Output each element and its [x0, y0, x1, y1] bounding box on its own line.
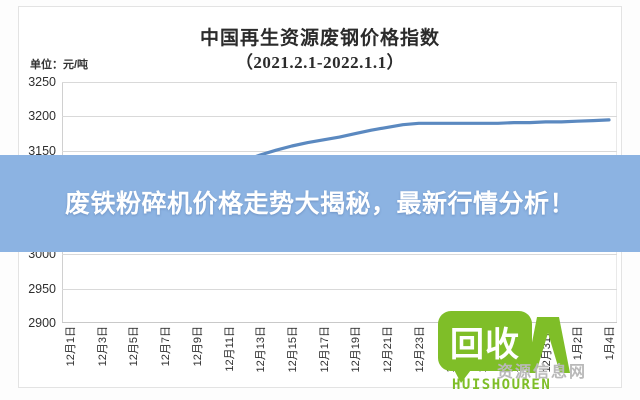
x-axis-tick: 12月9日: [191, 326, 204, 367]
logo-person-icon: [526, 317, 570, 373]
chart-title: 中国再生资源废钢价格指数: [199, 28, 440, 49]
x-axis-tick: 12月3日: [96, 326, 109, 367]
logo-speech-bubble-icon: [438, 311, 532, 371]
axis-unit-label: 单位：元/吨: [30, 59, 89, 71]
gridline: [62, 288, 617, 290]
gridline: [62, 254, 617, 256]
x-axis-tick: 1月2日: [572, 326, 585, 361]
logo-bubble-tail-icon: [452, 366, 474, 383]
y-axis-tick: 2900: [28, 316, 56, 330]
x-axis-tick: 12月11日: [223, 326, 236, 372]
promo-banner-text: 废铁粉碎机价格走势大揭秘，最新行情分析！: [64, 189, 575, 218]
gridline: [62, 82, 617, 83]
y-axis-tick: 3250: [28, 75, 56, 89]
gridline: [62, 116, 617, 118]
x-axis-tick: 1月4日: [604, 326, 616, 361]
x-axis-tick: 12月1日: [65, 326, 77, 367]
x-axis-tick: 12月5日: [128, 326, 141, 367]
x-axis-tick: 12月15日: [286, 326, 299, 373]
logo-wordmark: HUISHOUREN: [452, 377, 552, 393]
site-watermark-text: 资源信息网: [497, 364, 588, 381]
y-axis-tick: 3200: [28, 109, 56, 124]
x-axis-tick: 12月17日: [318, 326, 331, 373]
huishouren-logo-watermark: 回收 HUISHOUREN: [438, 311, 570, 395]
chart-subtitle: （2021.2.1-2022.1.1）: [235, 53, 405, 72]
y-axis-tick: 2950: [28, 281, 56, 296]
x-axis-tick: 12月21日: [382, 326, 395, 373]
logo-characters: 回收: [450, 324, 520, 365]
x-axis-tick: 12月13日: [255, 326, 268, 373]
promo-banner-overlay[interactable]: 废铁粉碎机价格走势大揭秘，最新行情分析！: [0, 155, 640, 252]
x-axis-tick: 12月23日: [413, 326, 426, 373]
x-axis-tick: 12月19日: [350, 326, 363, 373]
y-axis-tick: 3150: [28, 143, 56, 158]
gridline: [62, 322, 617, 323]
x-axis-tick: 12月7日: [160, 326, 173, 367]
gridline: [62, 150, 617, 152]
